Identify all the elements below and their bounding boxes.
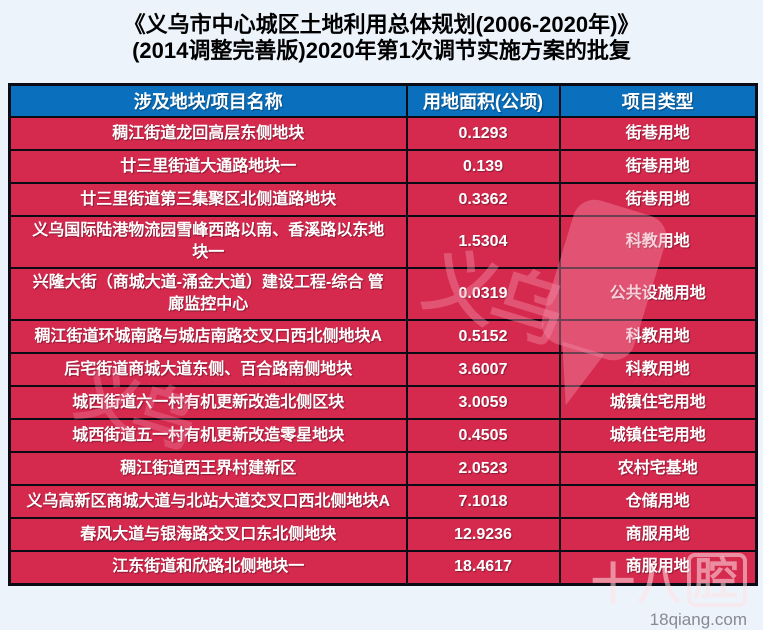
cell-type: 科教用地 xyxy=(558,215,758,269)
site-watermark-url: 18qiang.com xyxy=(649,610,747,629)
cell-project-name: 义乌国际陆港物流园雪峰西路以南、香溪路以东地块一 xyxy=(8,215,408,269)
page-title-line1: 《义乌市中心城区土地利用总体规划(2006-2020年)》 xyxy=(123,12,640,37)
page-title-line2: (2014调整完善版)2020年第1次调节实施方案的批复 xyxy=(132,38,631,63)
cell-area: 12.9236 xyxy=(405,517,561,552)
table-row: 义乌高新区商城大道与北站大道交叉口西北侧地块A 7.1018 仓储用地 xyxy=(8,484,758,519)
table-row: 春风大道与银海路交叉口东北侧地块 12.9236 商服用地 xyxy=(8,517,758,552)
cell-area: 0.3362 xyxy=(405,182,561,217)
table-row: 江东街道和欣路北侧地块一 18.4617 商服用地 xyxy=(8,550,758,585)
cell-project-name: 廿三里街道第三集聚区北侧道路地块 xyxy=(8,182,408,217)
cell-type: 街巷用地 xyxy=(558,182,758,217)
cell-project-name: 城西街道六一村有机更新改造北侧区块 xyxy=(8,385,408,420)
cell-type: 街巷用地 xyxy=(558,116,758,151)
table-row: 义乌国际陆港物流园雪峰西路以南、香溪路以东地块一 1.5304 科教用地 xyxy=(8,215,758,269)
table-row: 稠江街道西王界村建新区 2.0523 农村宅基地 xyxy=(8,451,758,486)
column-header-type: 项目类型 xyxy=(558,83,758,118)
cell-type: 科教用地 xyxy=(558,319,758,354)
cell-type: 仓储用地 xyxy=(558,484,758,519)
cell-project-name: 义乌高新区商城大道与北站大道交叉口西北侧地块A xyxy=(8,484,408,519)
table-row: 廿三里街道大通路地块一 0.139 街巷用地 xyxy=(8,149,758,184)
table-row: 兴隆大街（商城大道-涌金大道）建设工程-综合 管廊监控中心 0.0319 公共设施用… xyxy=(8,267,758,321)
cell-project-name: 城西街道五一村有机更新改造零星地块 xyxy=(8,418,408,453)
cell-project-name: 稠江街道龙回高层东侧地块 xyxy=(8,116,408,151)
table-header-row: 涉及地块/项目名称 用地面积(公顷) 项目类型 xyxy=(8,83,758,118)
cell-type: 商服用地 xyxy=(558,517,758,552)
cell-area: 0.139 xyxy=(405,149,561,184)
cell-project-name: 后宅街道商城大道东侧、百合路南侧地块 xyxy=(8,352,408,387)
cell-area: 0.1293 xyxy=(405,116,561,151)
page-title: 《义乌市中心城区土地利用总体规划(2006-2020年)》 (2014调整完善版… xyxy=(0,12,763,64)
column-header-project-name: 涉及地块/项目名称 xyxy=(8,83,408,118)
cell-type: 农村宅基地 xyxy=(558,451,758,486)
cell-area: 3.0059 xyxy=(405,385,561,420)
table-row: 廿三里街道第三集聚区北侧道路地块 0.3362 街巷用地 xyxy=(8,182,758,217)
cell-project-name: 江东街道和欣路北侧地块一 xyxy=(8,550,408,585)
cell-area: 3.6007 xyxy=(405,352,561,387)
cell-type: 城镇住宅用地 xyxy=(558,385,758,420)
cell-type: 街巷用地 xyxy=(558,149,758,184)
table-row: 稠江街道环城南路与城店南路交叉口西北侧地块A 0.5152 科教用地 xyxy=(8,319,758,354)
cell-type: 商服用地 xyxy=(558,550,758,585)
column-header-area: 用地面积(公顷) xyxy=(405,83,561,118)
table-body: 稠江街道龙回高层东侧地块 0.1293 街巷用地 廿三里街道大通路地块一 0.139 街巷… xyxy=(8,116,758,585)
cell-area: 7.1018 xyxy=(405,484,561,519)
cell-area: 0.4505 xyxy=(405,418,561,453)
cell-project-name: 稠江街道环城南路与城店南路交叉口西北侧地块A xyxy=(8,319,408,354)
cell-type: 城镇住宅用地 xyxy=(558,418,758,453)
cell-area: 2.0523 xyxy=(405,451,561,486)
cell-project-name: 春风大道与银海路交叉口东北侧地块 xyxy=(8,517,408,552)
cell-area: 18.4617 xyxy=(405,550,561,585)
cell-area: 0.5152 xyxy=(405,319,561,354)
cell-project-name: 廿三里街道大通路地块一 xyxy=(8,149,408,184)
cell-project-name: 兴隆大街（商城大道-涌金大道）建设工程-综合 管廊监控中心 xyxy=(8,267,408,321)
cell-project-name: 稠江街道西王界村建新区 xyxy=(8,451,408,486)
table-row: 后宅街道商城大道东侧、百合路南侧地块 3.6007 科教用地 xyxy=(8,352,758,387)
table-row: 城西街道六一村有机更新改造北侧区块 3.0059 城镇住宅用地 xyxy=(8,385,758,420)
cell-type: 科教用地 xyxy=(558,352,758,387)
cell-area: 0.0319 xyxy=(405,267,561,321)
cell-area: 1.5304 xyxy=(405,215,561,269)
land-use-table: 涉及地块/项目名称 用地面积(公顷) 项目类型 稠江街道龙回高层东侧地块 0.12… xyxy=(8,83,758,586)
table-row: 稠江街道龙回高层东侧地块 0.1293 街巷用地 xyxy=(8,116,758,151)
table-row: 城西街道五一村有机更新改造零星地块 0.4505 城镇住宅用地 xyxy=(8,418,758,453)
cell-type: 公共设施用地 xyxy=(558,267,758,321)
